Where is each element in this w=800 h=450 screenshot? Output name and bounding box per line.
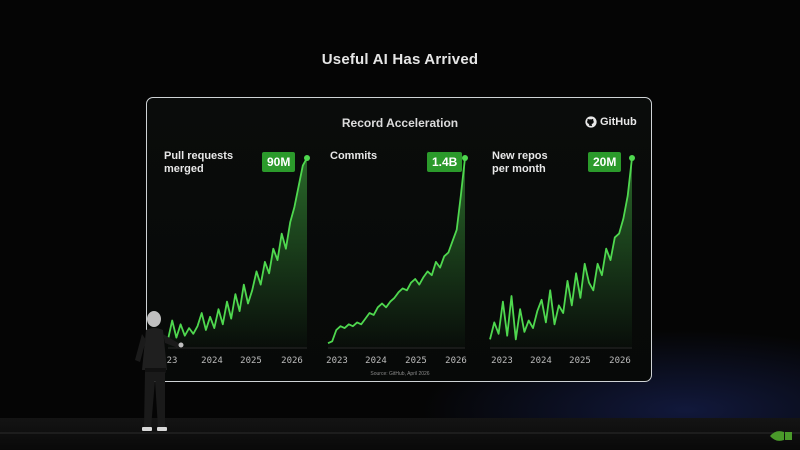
nvidia-icon: [770, 431, 792, 441]
x-tick-label: 2023: [326, 356, 348, 366]
area-fill: [168, 158, 307, 347]
presenter-figure: [135, 311, 184, 431]
value-badge: 20M: [588, 152, 622, 172]
value-badge: 90M: [262, 152, 296, 172]
x-tick-label: 2024: [201, 356, 223, 366]
stage-edge: [0, 432, 800, 434]
github-icon: [585, 116, 597, 128]
panel-title: Record Acceleration: [341, 116, 459, 130]
x-tick-label: 2024: [365, 356, 387, 366]
value-badge: 1.4B: [427, 152, 463, 172]
area-fill: [490, 158, 632, 347]
x-tick-label: 2026: [281, 356, 303, 366]
series-line: [327, 157, 466, 345]
series-line: [167, 157, 308, 340]
brand-name: GitHub: [600, 116, 637, 128]
end-point: [629, 155, 635, 161]
end-point: [462, 155, 468, 161]
chart-label: New repos per month: [492, 150, 548, 175]
x-tick-label: 2025: [240, 356, 262, 366]
stage-floor: [0, 418, 800, 450]
series-line: [489, 157, 633, 341]
chart-label: Commits: [330, 150, 378, 162]
x-tick-label: 2024: [530, 356, 552, 366]
chart-label: Pull requests merged: [164, 150, 234, 175]
area-fill: [328, 158, 465, 347]
slide-title: Useful AI Has Arrived: [321, 51, 479, 68]
x-tick-label: 2026: [445, 356, 467, 366]
x-tick-label: 2025: [569, 356, 591, 366]
x-tick-label: 2025: [405, 356, 427, 366]
github-logo: GitHub: [585, 116, 637, 128]
x-tick-label: 23: [166, 356, 178, 366]
end-point: [304, 155, 310, 161]
x-tick-label: 2026: [609, 356, 631, 366]
x-tick-label: 2023: [491, 356, 513, 366]
source-note: Source: GitHub, April 2026: [370, 371, 430, 377]
